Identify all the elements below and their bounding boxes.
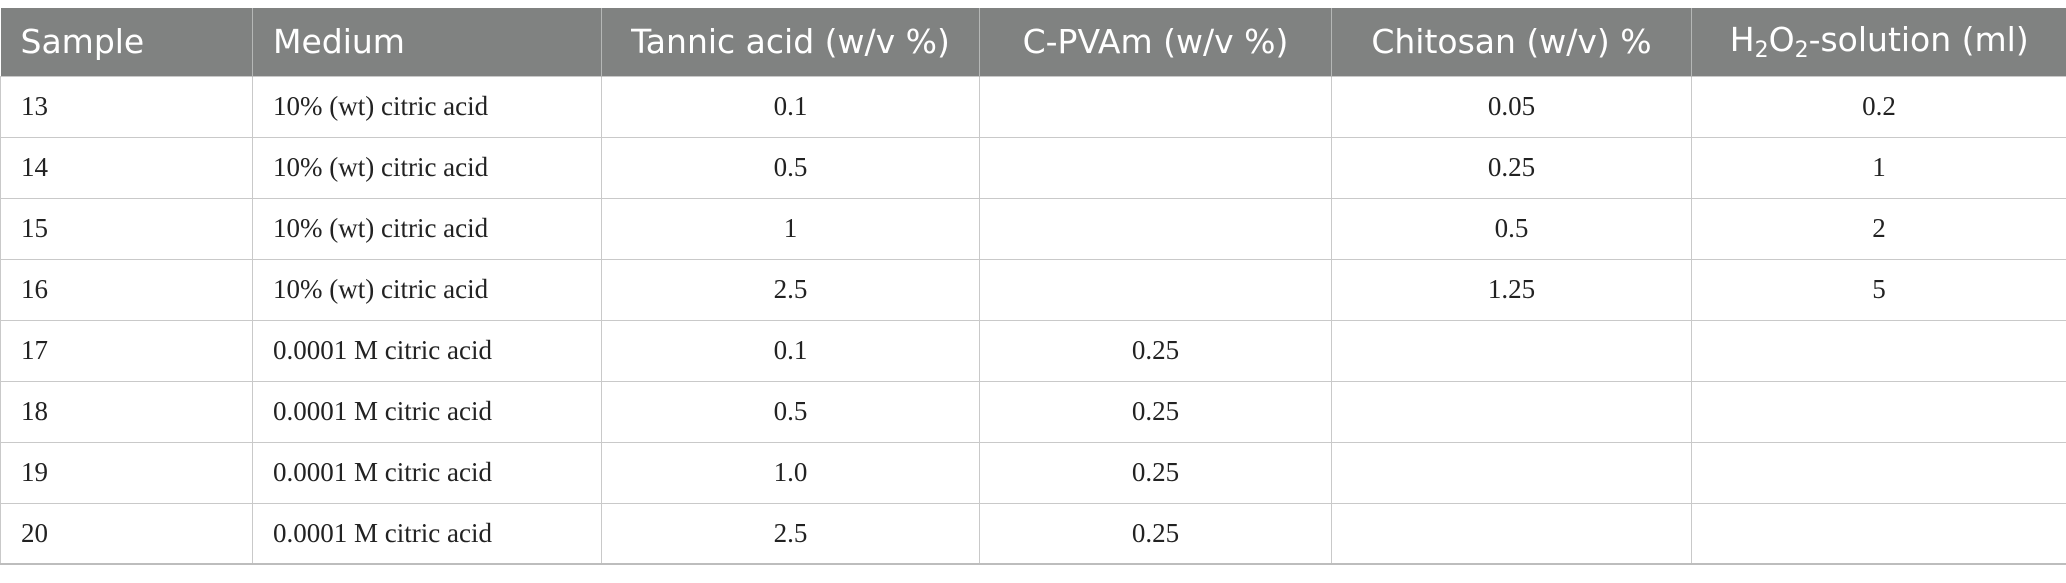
h2o2-part1: H xyxy=(1729,20,1755,60)
cell-sample: 14 xyxy=(0,136,253,199)
cell-medium: 0.0001 M citric acid xyxy=(252,319,602,382)
header-c-pvam: C-PVAm (w/v %) xyxy=(979,8,1332,76)
cell-c-pvam: 0.25 xyxy=(979,502,1332,565)
cell-tannic-acid: 2.5 xyxy=(601,258,980,321)
data-table-container: Sample Medium Tannic acid (w/v %) C-PVAm… xyxy=(0,8,2066,565)
table-row: 17 0.0001 M citric acid 0.1 0.25 xyxy=(0,319,2066,382)
cell-c-pvam xyxy=(979,136,1332,199)
table-row: 14 10% (wt) citric acid 0.5 0.25 1 xyxy=(0,136,2066,199)
cell-c-pvam xyxy=(979,258,1332,321)
header-sample: Sample xyxy=(0,8,253,76)
cell-tannic-acid: 0.1 xyxy=(601,75,980,138)
table-row: 20 0.0001 M citric acid 2.5 0.25 xyxy=(0,502,2066,565)
table-row: 19 0.0001 M citric acid 1.0 0.25 xyxy=(0,441,2066,504)
cell-sample: 19 xyxy=(0,441,253,504)
cell-sample: 13 xyxy=(0,75,253,138)
table-row: 13 10% (wt) citric acid 0.1 0.05 0.2 xyxy=(0,75,2066,138)
cell-chitosan xyxy=(1331,380,1692,443)
cell-chitosan: 0.25 xyxy=(1331,136,1692,199)
header-row: Sample Medium Tannic acid (w/v %) C-PVAm… xyxy=(0,8,2066,76)
cell-medium: 0.0001 M citric acid xyxy=(252,502,602,565)
table-row: 15 10% (wt) citric acid 1 0.5 2 xyxy=(0,197,2066,260)
table-header: Sample Medium Tannic acid (w/v %) C-PVAm… xyxy=(0,8,2066,76)
samples-table: Sample Medium Tannic acid (w/v %) C-PVAm… xyxy=(0,8,2066,565)
cell-sample: 18 xyxy=(0,380,253,443)
header-h2o2-solution: H2O2-solution (ml) xyxy=(1692,8,2066,76)
cell-tannic-acid: 1 xyxy=(601,197,980,260)
cell-medium: 10% (wt) citric acid xyxy=(252,75,602,138)
cell-medium: 10% (wt) citric acid xyxy=(252,258,602,321)
cell-h2o2-solution: 2 xyxy=(1691,197,2066,260)
cell-tannic-acid: 0.1 xyxy=(601,319,980,382)
cell-chitosan xyxy=(1331,502,1692,565)
cell-sample: 17 xyxy=(0,319,253,382)
cell-chitosan: 1.25 xyxy=(1331,258,1692,321)
cell-tannic-acid: 1.0 xyxy=(601,441,980,504)
cell-h2o2-solution: 5 xyxy=(1691,258,2066,321)
cell-medium: 10% (wt) citric acid xyxy=(252,197,602,260)
cell-tannic-acid: 2.5 xyxy=(601,502,980,565)
table-row: 18 0.0001 M citric acid 0.5 0.25 xyxy=(0,380,2066,443)
cell-sample: 16 xyxy=(0,258,253,321)
cell-h2o2-solution xyxy=(1691,319,2066,382)
header-medium: Medium xyxy=(252,8,602,76)
table-row: 16 10% (wt) citric acid 2.5 1.25 5 xyxy=(0,258,2066,321)
cell-c-pvam: 0.25 xyxy=(979,319,1332,382)
cell-h2o2-solution xyxy=(1691,441,2066,504)
cell-chitosan xyxy=(1331,319,1692,382)
h2o2-sub2: 2 xyxy=(1794,38,1809,64)
cell-tannic-acid: 0.5 xyxy=(601,380,980,443)
header-tannic-acid: Tannic acid (w/v %) xyxy=(601,8,980,76)
cell-h2o2-solution: 1 xyxy=(1691,136,2066,199)
table-body: 13 10% (wt) citric acid 0.1 0.05 0.2 14 … xyxy=(0,75,2066,565)
cell-chitosan: 0.5 xyxy=(1331,197,1692,260)
h2o2-part2: O xyxy=(1768,20,1795,60)
cell-h2o2-solution xyxy=(1691,502,2066,565)
cell-c-pvam xyxy=(979,197,1332,260)
cell-h2o2-solution xyxy=(1691,380,2066,443)
header-chitosan: Chitosan (w/v) % xyxy=(1331,8,1692,76)
cell-sample: 20 xyxy=(0,502,253,565)
cell-medium: 0.0001 M citric acid xyxy=(252,380,602,443)
h2o2-part3: -solution (ml) xyxy=(1808,20,2029,60)
cell-c-pvam: 0.25 xyxy=(979,380,1332,443)
h2o2-sub1: 2 xyxy=(1754,38,1769,64)
cell-c-pvam: 0.25 xyxy=(979,441,1332,504)
cell-medium: 10% (wt) citric acid xyxy=(252,136,602,199)
cell-chitosan xyxy=(1331,441,1692,504)
cell-c-pvam xyxy=(979,75,1332,138)
cell-h2o2-solution: 0.2 xyxy=(1691,75,2066,138)
cell-chitosan: 0.05 xyxy=(1331,75,1692,138)
cell-sample: 15 xyxy=(0,197,253,260)
cell-tannic-acid: 0.5 xyxy=(601,136,980,199)
cell-medium: 0.0001 M citric acid xyxy=(252,441,602,504)
